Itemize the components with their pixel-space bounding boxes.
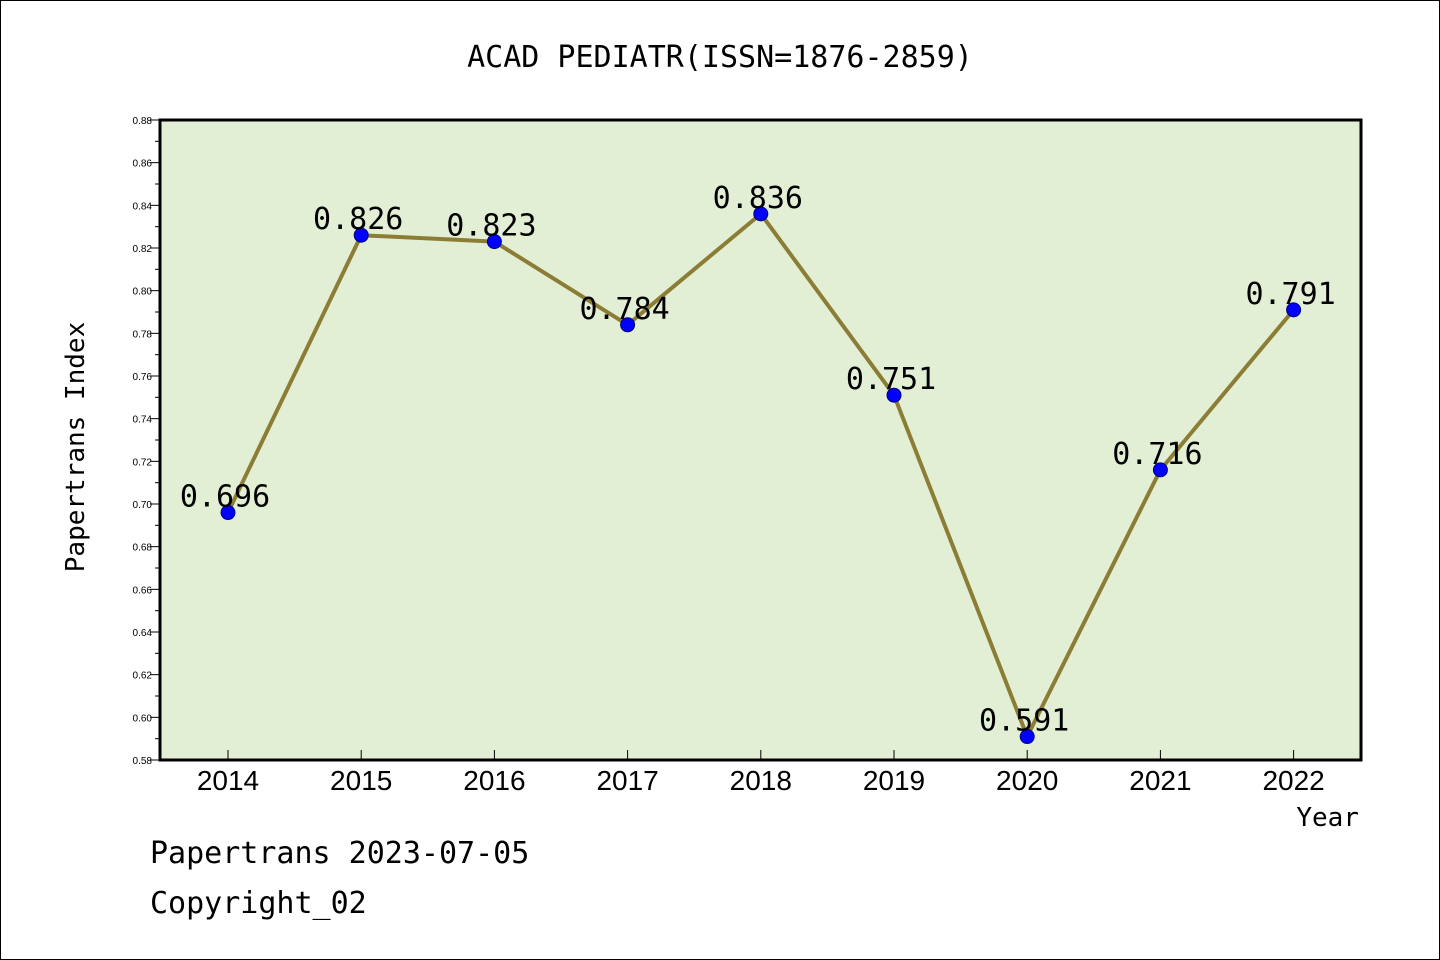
data-markers [220, 206, 1302, 745]
y-tick-label: 0.88 [133, 116, 153, 127]
y-tick-label: 0.80 [133, 287, 153, 298]
data-point [753, 206, 769, 222]
x-tick-label: 2019 [863, 765, 925, 796]
data-point [220, 505, 236, 521]
y-tick-label: 0.86 [133, 159, 153, 170]
x-tick-label: 2018 [730, 765, 792, 796]
data-label: 0.696 [180, 480, 270, 515]
y-tick-label: 0.58 [133, 756, 153, 767]
x-tick-label: 2022 [1262, 765, 1324, 796]
y-tick-label: 0.68 [133, 543, 153, 554]
footer-copyright: Copyright_02 [150, 886, 367, 921]
x-axis: 2014 2015 2016 2017 2018 2019 2020 2021 2022 [197, 750, 1325, 796]
x-tick-label: 2015 [330, 765, 392, 796]
data-point [620, 317, 636, 333]
y-tick-label: 0.78 [133, 329, 153, 340]
data-point [886, 387, 902, 403]
x-tick-label: 2020 [996, 765, 1058, 796]
footer-source: Papertrans 2023-07-05 [150, 836, 530, 871]
y-tick-label: 0.72 [133, 457, 153, 468]
data-point [1286, 302, 1302, 318]
data-label: 0.591 [979, 704, 1069, 739]
y-tick-label: 0.62 [133, 671, 153, 682]
y-tick-label: 0.70 [133, 500, 153, 511]
data-label: 0.784 [579, 292, 669, 327]
data-point [486, 234, 502, 250]
y-tick-label: 0.64 [133, 628, 153, 639]
data-point [1019, 729, 1035, 745]
plot-area [158, 118, 1363, 762]
y-tick-label: 0.66 [133, 585, 153, 596]
x-tick-label: 2014 [197, 765, 259, 796]
x-tick-label: 2017 [596, 765, 658, 796]
y-tick-label: 0.60 [133, 713, 153, 724]
x-axis-label: Year [1296, 803, 1359, 833]
y-tick-label: 0.76 [133, 372, 153, 383]
data-point [353, 227, 369, 243]
y-tick-label: 0.84 [133, 201, 153, 212]
data-label: 0.791 [1245, 277, 1335, 312]
data-label: 0.836 [713, 181, 803, 216]
data-label: 0.716 [1112, 437, 1202, 472]
y-axis-label: Papertrans Index [61, 322, 91, 572]
y-tick-label: 0.74 [133, 415, 153, 426]
chart-title: ACAD PEDIATR(ISSN=1876-2859) [467, 40, 973, 75]
y-axis: 0.58 0.60 0.62 0.64 0.66 0.68 0.70 0.72 0.74 0.76… [133, 116, 160, 767]
x-tick-label: 2016 [463, 765, 525, 796]
data-labels: 0.696 0.826 0.823 0.784 0.836 0.751 0.591 0.716… [180, 181, 1336, 739]
data-label: 0.823 [446, 209, 536, 244]
x-tick-label: 2021 [1129, 765, 1191, 796]
data-point [1152, 462, 1168, 478]
data-label: 0.751 [846, 362, 936, 397]
data-label: 0.826 [313, 202, 403, 237]
y-tick-label: 0.82 [133, 244, 153, 255]
